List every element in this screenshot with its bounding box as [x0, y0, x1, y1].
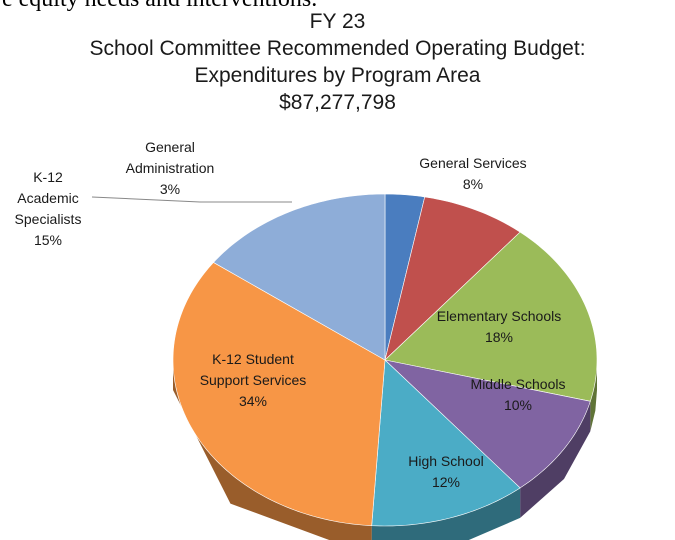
- slice-percent-label-6: 15%: [34, 232, 62, 248]
- slice-name-label-3: Middle Schools: [471, 376, 566, 392]
- slice-percent-label-4: 12%: [432, 474, 460, 490]
- pie-slice-4: [371, 359, 521, 527]
- slice-percent-label-2: 18%: [485, 329, 513, 345]
- chart-title: FY 23 School Committee Recommended Opera…: [0, 8, 675, 116]
- pie-side-4: [371, 487, 521, 540]
- slice-name-label-5: K-12 Student: [212, 351, 294, 367]
- chart-title-line-1: FY 23: [309, 10, 366, 33]
- slice-name-label-0: Administration: [126, 160, 215, 176]
- slice-percent-label-5: 34%: [239, 393, 267, 409]
- pie-side-2: [590, 360, 597, 432]
- slice-percent-label-3: 10%: [504, 397, 532, 413]
- slice-name-label-5: Support Services: [200, 372, 307, 388]
- slice-name-label-6: Academic: [17, 190, 78, 206]
- slice-percent-label-0: 3%: [160, 181, 180, 197]
- page-top-text: e equity needs and interventions.: [2, 0, 317, 13]
- pie-slice-5: [172, 262, 386, 526]
- chart-title-line-2: School Committee Recommended Operating B…: [89, 37, 586, 60]
- pie-top: [172, 193, 598, 527]
- slice-name-label-0: General: [145, 139, 195, 155]
- pie-side-3: [520, 401, 591, 518]
- slice-name-label-2: Elementary Schools: [437, 308, 562, 324]
- pie-slice-6: [213, 193, 386, 361]
- slice-name-label-6: K-12: [33, 169, 63, 185]
- slice-name-label-4: High School: [408, 453, 484, 469]
- slice-name-label-6: Specialists: [15, 211, 82, 227]
- pie-slice-1: [384, 196, 521, 361]
- pie-side-5: [173, 360, 372, 540]
- leader-line-6: [91, 196, 201, 203]
- pie-slice-3: [384, 359, 591, 489]
- slice-percent-label-1: 8%: [463, 176, 483, 192]
- pie-slice-2: [384, 231, 598, 402]
- slice-name-label-1: General Services: [419, 155, 526, 171]
- pie-sides: [173, 360, 597, 540]
- chart-title-line-3: Expenditures by Program Area: [194, 64, 481, 87]
- pie-labels: General Administration 3% General Services 8…: [15, 139, 566, 490]
- chart-title-line-4: $87,277,798: [279, 91, 396, 114]
